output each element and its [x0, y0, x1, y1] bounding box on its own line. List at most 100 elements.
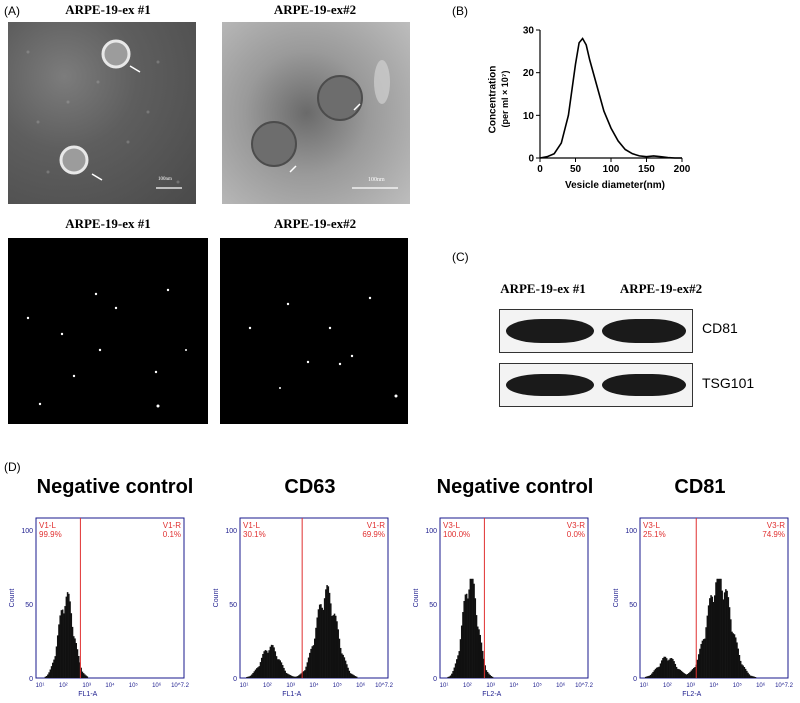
fc-left-gate-label: V1-L — [39, 521, 56, 530]
fc-histogram-bar — [475, 615, 478, 678]
fc-x-tick-label: 10¹ — [36, 683, 45, 689]
fc-x-tick-label: 10⁶ — [356, 682, 366, 689]
wb-marker-tsg101: TSG101 — [702, 375, 755, 391]
fc-histogram-bar — [684, 673, 686, 678]
fc-histogram-bar — [659, 663, 662, 678]
fc-histogram-cd63: 0 50 100 Count 10¹ 10² 10³ 10⁴ 10⁵ 10⁶ 10^7.2 FL1-A… — [213, 517, 394, 698]
wb-marker-cd81: CD81 — [702, 320, 738, 336]
fc-left-gate-label: V1-L — [243, 521, 260, 530]
fc-right-gate-percent: 0.1% — [163, 530, 181, 539]
fc-histogram-bar — [320, 604, 322, 678]
fc-histogram-bar — [353, 675, 355, 678]
panel-label-b: (B) — [452, 4, 468, 18]
fc-histogram-bar — [299, 674, 301, 678]
fc-histogram-bar — [296, 676, 299, 678]
fc-histogram-bar — [265, 650, 268, 678]
fc-histogram-bar — [331, 615, 333, 678]
fc-histogram-bar — [64, 606, 66, 678]
fc-histogram-bar — [686, 673, 689, 678]
fc-histogram-bar — [651, 673, 653, 678]
fc-histogram-bar — [479, 634, 481, 678]
fc-histogram-bar — [354, 676, 357, 678]
fc-histogram-bar — [674, 663, 677, 678]
fc-histogram-bar — [73, 636, 75, 678]
fc-histogram-bar — [285, 672, 288, 678]
fc-y-tick-label: 0 — [433, 676, 437, 683]
fc-right-gate-label: V3-R — [767, 521, 785, 530]
chart-tick-labels: 0 50 100 150 200 0 10 20 30 — [523, 26, 691, 176]
fc-histogram-bar — [480, 642, 483, 678]
fc-x-tick-label: 10⁴ — [309, 682, 319, 689]
fc-histogram-bar — [689, 671, 691, 678]
fc-histogram-bar — [754, 676, 757, 678]
fc-histogram-bar — [341, 653, 343, 678]
fc-histogram-bar — [746, 670, 748, 678]
fc-histogram-bar — [717, 578, 720, 678]
fc-title-1: Negative control — [36, 476, 194, 498]
fc-histogram-bar — [749, 675, 752, 678]
fc-histogram-bar — [297, 675, 300, 678]
fc-histogram-bar — [470, 578, 473, 678]
fc-histogram-bar — [321, 607, 323, 678]
fc-left-gate-percent: 30.1% — [243, 530, 266, 539]
fc-histogram-bar — [481, 650, 484, 678]
fc-histogram-bar — [658, 666, 661, 678]
vesicle-1 — [101, 39, 131, 69]
fc-histogram-bar — [283, 667, 285, 678]
fc-histogram-bar — [56, 635, 59, 678]
fc-right-gate-percent: 74.9% — [762, 530, 785, 539]
fc-histogram-bar — [48, 672, 50, 678]
wb-lane-label-1: ARPE-19-ex #1 — [500, 281, 586, 296]
fc-histogram-bar — [491, 676, 494, 678]
fc-histogram-bar — [752, 676, 754, 678]
fc-x-tick-label: 10² — [463, 683, 472, 689]
fc-x-label: FL1-A — [78, 691, 97, 698]
fc-x-tick-label: 10¹ — [640, 683, 649, 689]
fc-histogram-bar — [454, 663, 457, 678]
fc-left-gate-percent: 99.9% — [39, 530, 62, 539]
fc-histogram-bar — [677, 668, 679, 678]
fc-histogram-bar — [647, 676, 649, 678]
fc-histogram-bar — [77, 656, 80, 678]
fc-histogram-bar — [709, 598, 711, 678]
wb-band-cd81-2 — [602, 319, 686, 343]
wb-band-cd81-1 — [506, 319, 594, 343]
chart-y-tick-label: 30 — [523, 26, 535, 37]
fc-right-gate-label: V1-R — [367, 521, 385, 530]
fc-histogram-bar — [76, 649, 79, 678]
fc-histogram-negative-control-2: 0 50 100 Count 10¹ 10² 10³ 10⁴ 10⁵ 10⁶ 10^7.2 FL2-A… — [413, 517, 594, 698]
fc-histogram-bar — [489, 674, 491, 678]
nta-title-1: ARPE-19-ex #1 — [65, 216, 151, 231]
fc-x-tick-label: 10⁵ — [733, 682, 743, 689]
chart-y-tick-label: 0 — [528, 154, 534, 165]
fc-histogram-bar — [49, 669, 52, 678]
tem-title-1: ARPE-19-ex #1 — [65, 2, 151, 17]
fc-y-label: Count — [613, 589, 620, 608]
fc-histogram-bar — [460, 625, 463, 678]
fc-histogram-bar — [662, 658, 664, 678]
fc-histogram-bar — [683, 672, 685, 678]
fc-histogram-bar — [249, 675, 252, 678]
size-distribution-line — [539, 37, 682, 159]
fc-histogram-bar — [710, 595, 712, 678]
fc-histogram-bar — [485, 670, 488, 678]
chart-xlabel: Vesicle diameter(nm) — [564, 180, 666, 191]
fc-histogram-bar — [280, 662, 283, 678]
fc-histogram-bar — [332, 615, 335, 678]
fc-histogram-bar — [477, 626, 479, 678]
fc-histogram-bar — [452, 671, 454, 678]
fc-title-2: CD63 — [284, 476, 336, 498]
fc-histogram-bar — [731, 631, 733, 678]
chart-x-tick-label: 200 — [674, 164, 691, 175]
fc-x-tick-label: 10³ — [82, 683, 91, 689]
fc-x-tick-label: 10¹ — [240, 683, 249, 689]
fc-histogram-bar — [74, 638, 76, 678]
fc-histogram-bar — [675, 666, 678, 678]
size-distribution-chart: 0 50 100 150 200 0 10 20 30 — [523, 26, 691, 176]
fc-histogram-bar — [673, 661, 675, 678]
fc-x-tick-label: 10⁵ — [333, 682, 343, 689]
fc-x-tick-label: 10⁶ — [756, 682, 766, 689]
fc-histogram-bar — [706, 615, 709, 678]
fc-histogram-bar — [727, 597, 730, 678]
fc-histogram-bar — [258, 666, 261, 678]
